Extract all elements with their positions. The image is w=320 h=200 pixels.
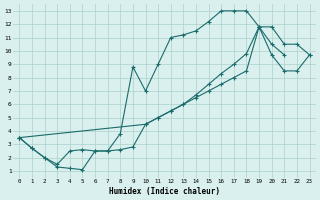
- X-axis label: Humidex (Indice chaleur): Humidex (Indice chaleur): [109, 187, 220, 196]
